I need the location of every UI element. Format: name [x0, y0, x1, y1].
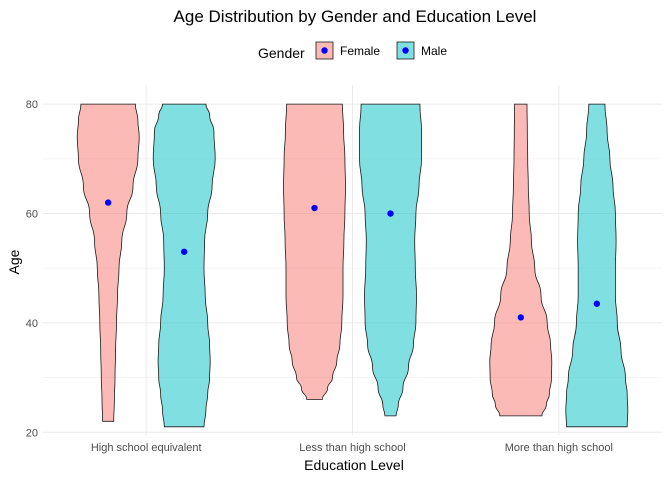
x-tick-label: More than high school — [505, 442, 613, 454]
violin-female — [76, 103, 140, 422]
y-tick-label: 20 — [26, 427, 38, 439]
x-axis-title: Education Level — [304, 457, 404, 473]
violin-male — [565, 103, 629, 428]
mean-points — [104, 199, 601, 321]
x-tick-label: High school equivalent — [91, 442, 202, 454]
y-tick-label: 80 — [26, 99, 38, 111]
legend-title: Gender — [258, 45, 305, 61]
legend-key-point — [321, 47, 328, 54]
violins — [76, 103, 629, 428]
x-axis-ticks: High school equivalent Less than high sch… — [91, 442, 613, 454]
mean-point — [311, 204, 318, 212]
y-tick-label: 60 — [26, 209, 38, 221]
mean-point — [104, 199, 112, 206]
legend-label-female: Female — [340, 44, 380, 58]
plot-grid — [43, 85, 662, 435]
mean-point — [517, 314, 525, 321]
violin-male — [359, 103, 422, 417]
y-axis-title: Age — [6, 249, 22, 274]
legend-key-point — [402, 47, 409, 54]
legend-entries: Female Male — [315, 41, 447, 60]
y-tick-label: 40 — [26, 318, 38, 330]
violin-male — [152, 103, 216, 428]
chart-title: Age Distribution by Gender and Education… — [174, 7, 537, 26]
legend: Gender Female Male — [258, 41, 447, 61]
mean-point — [593, 300, 601, 307]
violin-female — [489, 103, 553, 417]
mean-point — [387, 210, 394, 217]
x-tick-label: Less than high school — [299, 442, 405, 454]
y-axis-ticks: 20 40 60 80 — [26, 99, 38, 439]
mean-point — [180, 248, 188, 255]
violin-female — [283, 103, 346, 400]
legend-label-male: Male — [421, 44, 447, 58]
